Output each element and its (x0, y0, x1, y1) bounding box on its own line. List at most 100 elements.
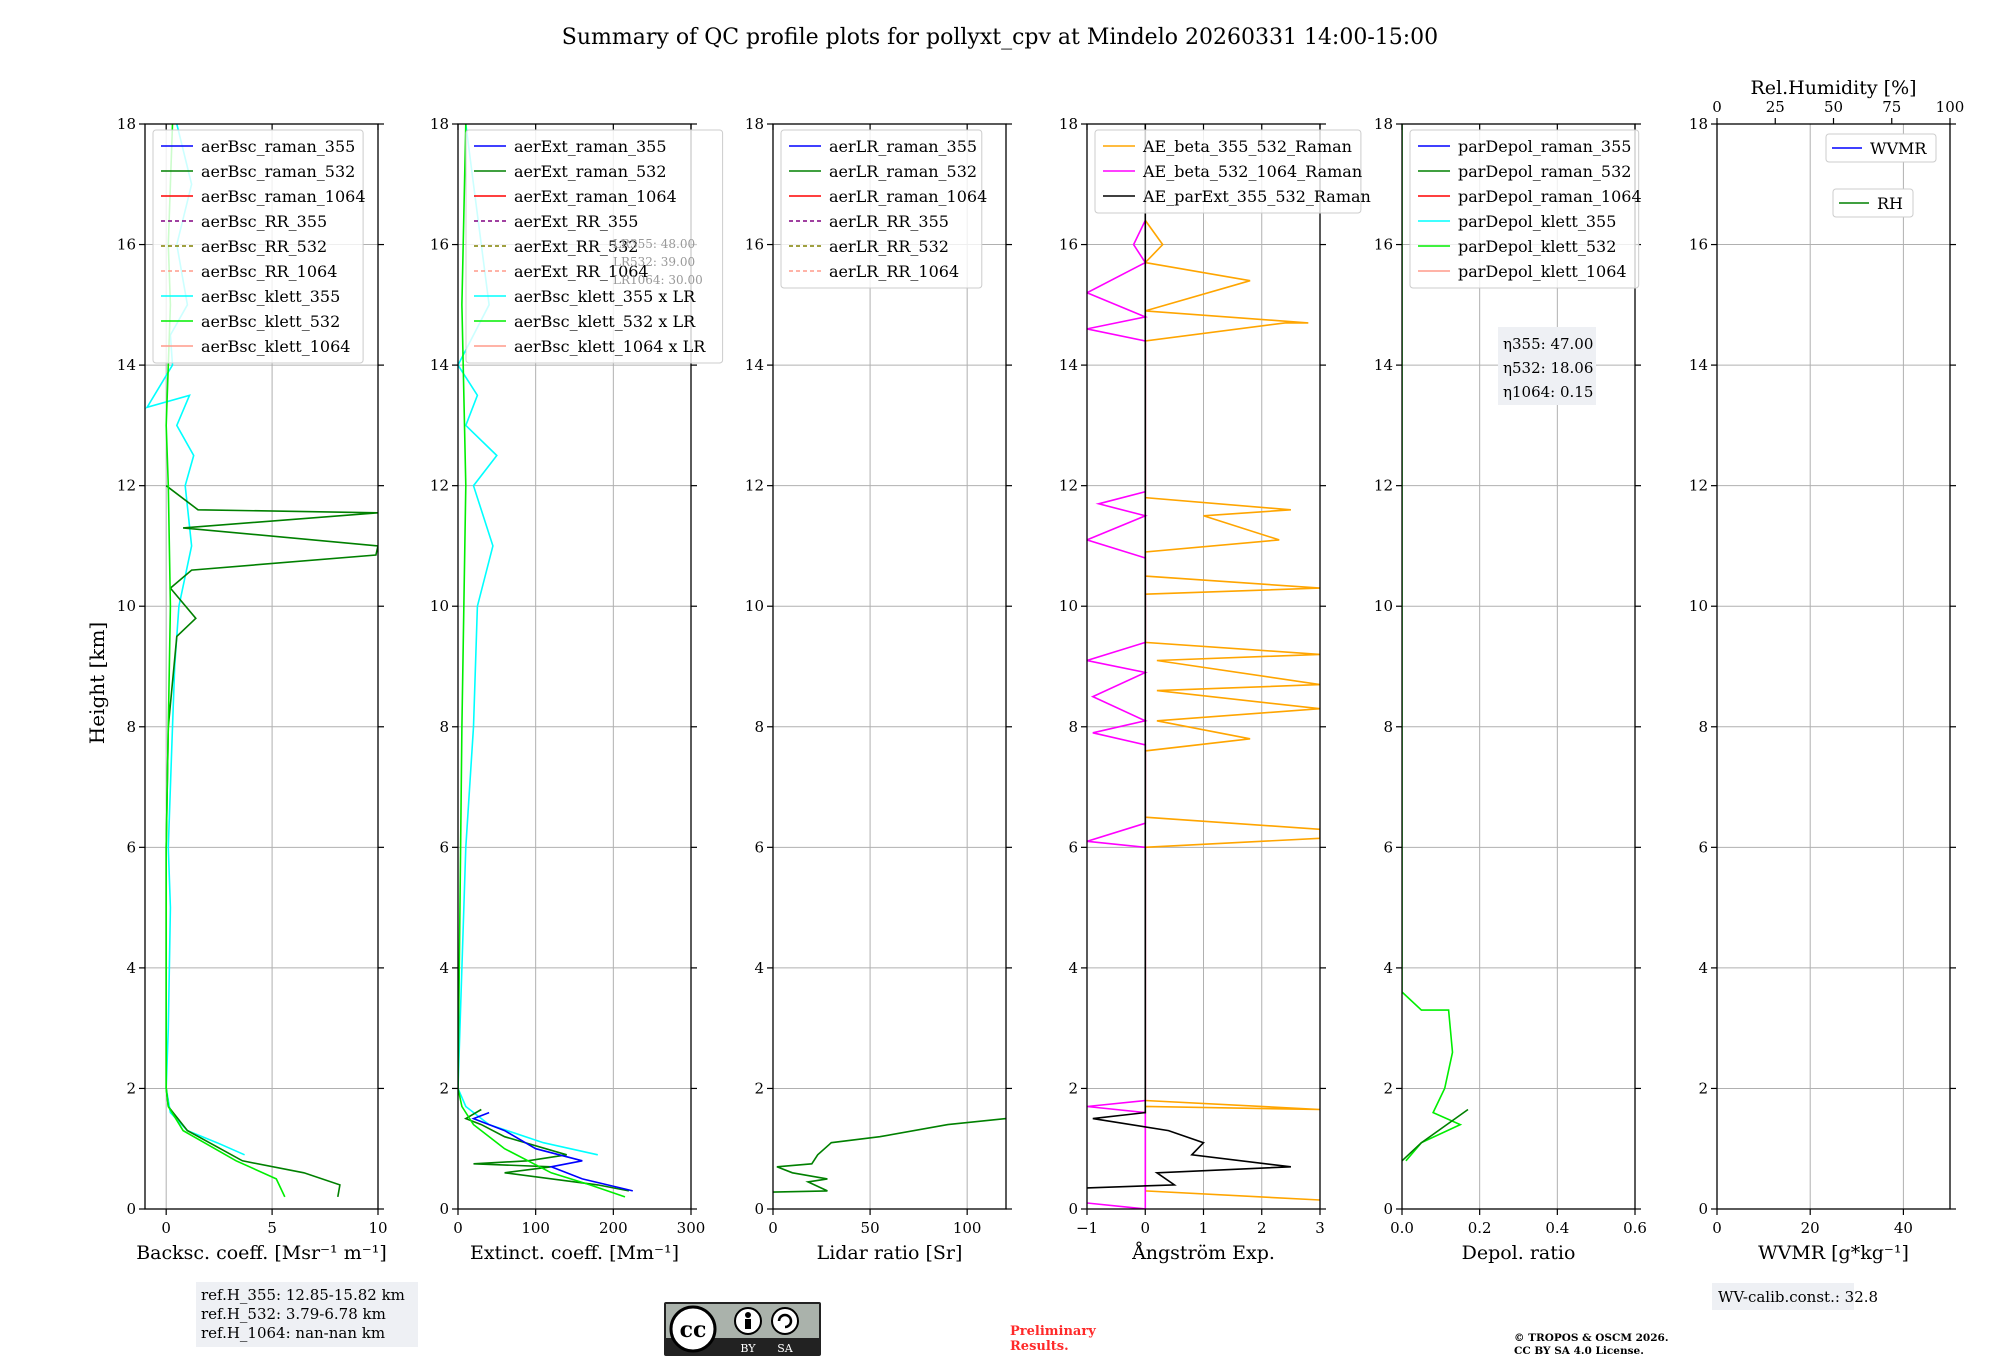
y-tick-label: 8 (439, 718, 449, 736)
wv-calib-text: WV-calib.const.: 32.8 (1718, 1288, 1878, 1306)
y-tick-label: 12 (117, 477, 136, 495)
x-axis-label: WVMR [g*kg⁻¹] (1758, 1242, 1909, 1264)
ref-height-1064: ref.H_1064: nan-nan km (201, 1324, 385, 1342)
legend-label: aerLR_RR_355 (829, 212, 949, 231)
preliminary-line2: Results. (1010, 1339, 1069, 1354)
legend-label: aerExt_RR_355 (514, 212, 638, 231)
y-tick-label: 18 (1059, 115, 1078, 133)
y-tick-label: 2 (754, 1079, 764, 1097)
eta-annotation: η532: 18.06 (1503, 359, 1593, 377)
y-tick-label: 14 (1689, 356, 1708, 374)
y-tick-label: 12 (1059, 477, 1078, 495)
shared-y-axis-label: Height [km] (85, 622, 109, 744)
ref-height-532: ref.H_532: 3.79-6.78 km (201, 1305, 386, 1323)
x-tick-label: 0.0 (1390, 1219, 1414, 1237)
y-tick-label: 10 (1689, 597, 1708, 615)
y-tick-label: 0 (439, 1200, 449, 1218)
y-tick-label: 12 (1689, 477, 1708, 495)
x-tick-label: 0 (768, 1219, 778, 1237)
y-tick-label: 18 (745, 115, 764, 133)
legend-label: aerBsc_klett_355 x LR (514, 287, 696, 306)
x-tick-label: 3 (1315, 1219, 1325, 1237)
series-aerBsc_raman_532 (165, 485, 378, 1198)
legend: WVMR RH (1825, 133, 1937, 218)
y-tick-label: 14 (1059, 356, 1078, 374)
legend-frame (1409, 129, 1640, 289)
series-parDepol_raman_532 (1402, 1108, 1469, 1162)
panel-1: 0 5 10 0 2 4 6 8 10 12 14 16 18 Backsc. coeff. [Msr⁻¹… (117, 115, 388, 1264)
top-tick-label: 100 (1936, 98, 1965, 116)
legend-label: aerLR_RR_1064 (829, 262, 959, 281)
legend-label: parDepol_raman_355 (1458, 137, 1631, 156)
y-tick-label: 2 (1698, 1079, 1708, 1097)
top-tick-label: 50 (1824, 98, 1843, 116)
legend: AE_beta_355_532_Raman AE_beta_532_1064_Ra… (1094, 129, 1371, 214)
legend-label: aerExt_raman_532 (514, 162, 667, 181)
panel-3: 0 50 100 0 2 4 6 8 10 12 14 16 18 Lidar ratio [Sr] aer… (745, 115, 1012, 1264)
y-tick-label: 6 (1383, 838, 1393, 856)
cc-license-badge: cc BY SA (664, 1302, 821, 1356)
legend-frame (1094, 129, 1362, 214)
legend-label: aerBsc_raman_355 (201, 137, 355, 156)
legend-label: aerBsc_raman_1064 (201, 187, 366, 206)
lr-annotation: LR1064: 30.00 (613, 273, 703, 287)
series-aerLR_raman_532 (773, 1117, 1006, 1193)
x-axis-label: Backsc. coeff. [Msr⁻¹ m⁻¹] (136, 1242, 387, 1264)
y-tick-label: 0 (754, 1200, 764, 1218)
series-aerBsc_klett_532 x LR (458, 124, 626, 1198)
y-tick-label: 4 (1068, 959, 1078, 977)
x-tick-label: 1 (1199, 1219, 1209, 1237)
axes-frame (457, 123, 692, 1210)
axes-frame (772, 123, 1007, 1210)
legend: parDepol_raman_355 parDepol_raman_532 parD… (1409, 129, 1642, 289)
legend-label: AE_beta_532_1064_Raman (1142, 162, 1362, 181)
y-tick-label: 12 (745, 477, 764, 495)
y-tick-label: 10 (430, 597, 449, 615)
y-tick-label: 18 (117, 115, 136, 133)
series-AE_beta_532_1064_Raman (1087, 220, 1149, 1209)
legend-label: aerBsc_raman_532 (201, 162, 355, 181)
y-tick-label: 4 (754, 959, 764, 977)
y-tick-label: 14 (1374, 356, 1393, 374)
figure-title: Summary of QC profile plots for pollyxt_… (562, 25, 1438, 50)
legend-label: aerExt_raman_1064 (514, 187, 677, 206)
legend-label: aerBsc_klett_1064 x LR (514, 337, 706, 356)
axes-frame (1716, 123, 1951, 1210)
y-tick-label: 4 (1698, 959, 1708, 977)
y-tick-label: 0 (1383, 1200, 1393, 1218)
y-tick-label: 18 (1689, 115, 1708, 133)
legend-label: parDepol_klett_1064 (1458, 262, 1627, 281)
y-tick-label: 10 (1374, 597, 1393, 615)
y-tick-label: 4 (1383, 959, 1393, 977)
legend: aerLR_raman_355 aerLR_raman_532 aerLR_rama… (780, 129, 987, 289)
sa-label: SA (777, 1342, 794, 1355)
legend-label: aerBsc_RR_1064 (201, 262, 337, 281)
x-tick-label: 100 (953, 1219, 982, 1237)
series-AE_parExt_355_532_Raman (1087, 124, 1291, 1189)
legend: aerExt_raman_355 aerExt_raman_532 aerExt_r… (465, 129, 724, 364)
legend-label: aerExt_RR_1064 (514, 262, 649, 281)
legend-frame (1825, 133, 1937, 163)
x-tick-label: 300 (677, 1219, 706, 1237)
y-tick-label: 6 (1068, 838, 1078, 856)
x-tick-label: 0 (1712, 1219, 1722, 1237)
y-tick-label: 6 (126, 838, 136, 856)
y-tick-label: 0 (126, 1200, 136, 1218)
x-tick-label: 0.4 (1545, 1219, 1569, 1237)
lr-annotation: LR355: 48.00 (613, 237, 695, 251)
panel-5: 0.0 0.2 0.4 0.6 0 2 4 6 8 10 12 14 16 18 Depol. ratio p… (1374, 115, 1647, 1264)
cc-logo-text: cc (680, 1317, 707, 1343)
x-axis-label: Extinct. coeff. [Mm⁻¹] (470, 1242, 679, 1264)
panel-6: 0 20 40 0 2 4 6 8 10 12 14 16 18 WVMR [g*kg⁻¹] 0 25 50 75… (1689, 77, 1964, 1264)
legend-frame (1832, 188, 1914, 218)
legend-label: AE_beta_355_532_Raman (1142, 137, 1352, 156)
legend-label: WVMR (1870, 139, 1927, 158)
ref-heights-box: ref.H_355: 12.85-15.82 km ref.H_532: 3.7… (196, 1282, 418, 1347)
y-tick-label: 8 (1068, 718, 1078, 736)
top-axis-label: Rel.Humidity [%] (1750, 77, 1916, 99)
legend: aerBsc_raman_355 aerBsc_raman_532 aerBsc_r… (152, 129, 366, 364)
y-tick-label: 8 (1383, 718, 1393, 736)
eta-box (1498, 327, 1596, 405)
